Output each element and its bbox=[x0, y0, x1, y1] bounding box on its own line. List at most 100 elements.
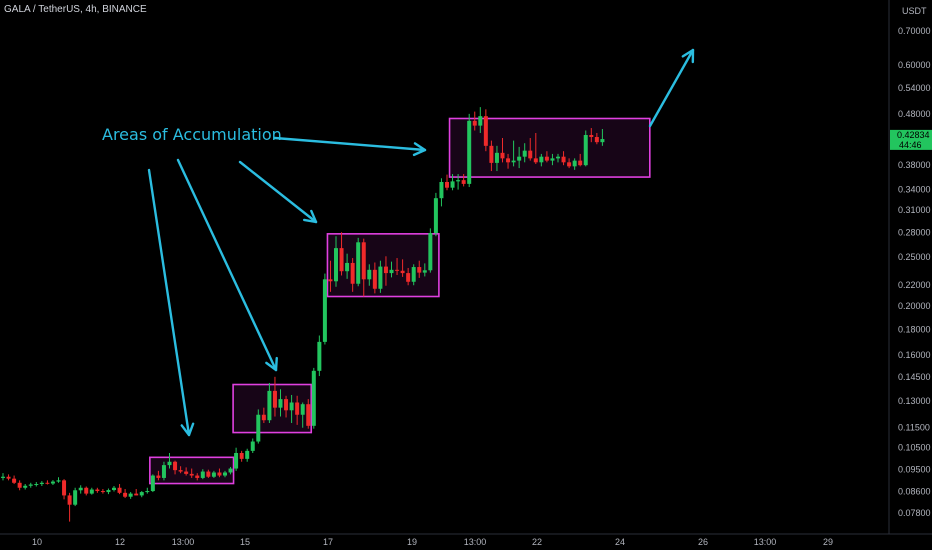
candle-body bbox=[200, 471, 205, 478]
candle-body bbox=[367, 269, 372, 280]
candle-countdown-label: 44:46 bbox=[899, 140, 922, 150]
candle-body bbox=[1, 476, 5, 478]
current-price-tag bbox=[890, 129, 932, 150]
candle-body bbox=[45, 482, 50, 484]
annotation-text[interactable]: Areas of Accumulation bbox=[102, 125, 282, 144]
price-tick-label: 0.13000 bbox=[898, 396, 931, 406]
accumulation-box bbox=[448, 117, 651, 178]
candle-body bbox=[472, 120, 477, 126]
accumulation-box bbox=[232, 383, 313, 434]
candle-body bbox=[56, 480, 61, 482]
candle-body bbox=[173, 461, 178, 471]
candle-body bbox=[300, 404, 305, 415]
candle-body bbox=[456, 180, 461, 182]
candle-body bbox=[350, 262, 355, 284]
candle-body bbox=[334, 248, 338, 282]
candle-body bbox=[211, 472, 216, 477]
candle-body bbox=[517, 156, 522, 161]
candle-body bbox=[522, 150, 527, 157]
candle-body bbox=[17, 482, 22, 488]
symbol-title[interactable]: GALA / TetherUS, 4h, BINANCE bbox=[4, 4, 147, 15]
price-tick-label: 0.08600 bbox=[898, 487, 931, 497]
price-tick-label: 0.18000 bbox=[898, 324, 931, 334]
time-tick-label: 22 bbox=[532, 537, 542, 547]
candle-body bbox=[39, 482, 44, 485]
candle-body bbox=[339, 248, 344, 272]
candle-body bbox=[583, 134, 588, 166]
candle-body bbox=[278, 399, 283, 408]
time-tick-label: 13:00 bbox=[172, 537, 195, 547]
price-tick-label: 0.70000 bbox=[898, 26, 931, 36]
candle-body bbox=[372, 269, 377, 289]
annotation-arrow bbox=[176, 158, 278, 372]
arrow-head bbox=[302, 209, 318, 224]
candle-body bbox=[150, 475, 155, 492]
candle-body bbox=[500, 152, 505, 159]
candle-body bbox=[67, 495, 72, 505]
candle-body bbox=[494, 152, 499, 163]
candle-body bbox=[389, 269, 394, 274]
candle-body bbox=[73, 490, 78, 505]
candle-body bbox=[561, 156, 566, 163]
candle-body bbox=[345, 262, 350, 272]
price-tick-label: 0.28000 bbox=[898, 227, 931, 237]
candle-body bbox=[284, 399, 289, 411]
candle-body bbox=[62, 480, 67, 496]
candle-body bbox=[184, 471, 189, 474]
candle-body bbox=[528, 150, 533, 159]
candle-body bbox=[550, 158, 555, 161]
candle-body bbox=[206, 471, 211, 477]
candle-body bbox=[272, 390, 277, 408]
price-tick-label: 0.48000 bbox=[898, 109, 931, 119]
candle-body bbox=[322, 279, 327, 342]
candle-body bbox=[178, 470, 183, 472]
accumulation-box bbox=[326, 233, 440, 298]
candle-body bbox=[145, 491, 150, 493]
time-tick-label: 19 bbox=[407, 537, 417, 547]
candle-body bbox=[256, 414, 261, 442]
candle-body bbox=[134, 493, 139, 496]
candle-body bbox=[567, 162, 572, 167]
candle-body bbox=[383, 266, 388, 274]
price-tick-label: 0.60000 bbox=[898, 60, 931, 70]
candle-body bbox=[223, 472, 227, 476]
candle-body bbox=[450, 181, 455, 188]
candle-body bbox=[356, 242, 361, 284]
candle-body bbox=[89, 489, 94, 494]
candle-body bbox=[572, 160, 577, 167]
candle-body bbox=[422, 270, 427, 273]
current-price-label: 0.42834 bbox=[897, 130, 930, 140]
candle-body bbox=[289, 402, 294, 411]
candle-body bbox=[483, 116, 488, 146]
time-tick-label: 24 bbox=[615, 537, 625, 547]
candle-body bbox=[556, 156, 560, 159]
candle-body bbox=[600, 139, 605, 143]
candle-body bbox=[311, 370, 316, 426]
candle-body bbox=[189, 473, 194, 476]
candle-body bbox=[295, 402, 300, 415]
candle-body bbox=[511, 160, 516, 163]
candle-body bbox=[467, 120, 472, 184]
candle-body bbox=[167, 461, 172, 466]
price-tick-label: 0.22000 bbox=[898, 280, 931, 290]
price-tick-label: 0.16000 bbox=[898, 350, 931, 360]
candle-body bbox=[95, 489, 100, 492]
candle-body bbox=[428, 233, 433, 271]
candle-body bbox=[78, 487, 83, 491]
annotation-arrow bbox=[273, 136, 427, 152]
price-tick-label: 0.38000 bbox=[898, 160, 931, 170]
candle-body bbox=[106, 490, 111, 493]
candle-body bbox=[306, 404, 311, 426]
candle-body bbox=[112, 487, 116, 491]
candle-body bbox=[544, 156, 549, 161]
candle-body bbox=[489, 145, 494, 163]
candle-body bbox=[445, 182, 449, 188]
candle-body bbox=[239, 453, 244, 459]
candle-body bbox=[250, 441, 255, 451]
candle-body bbox=[6, 476, 11, 479]
candle-body bbox=[123, 492, 128, 497]
annotation-arrow bbox=[648, 48, 695, 128]
candle-body bbox=[234, 453, 239, 469]
candle-body bbox=[139, 492, 144, 496]
